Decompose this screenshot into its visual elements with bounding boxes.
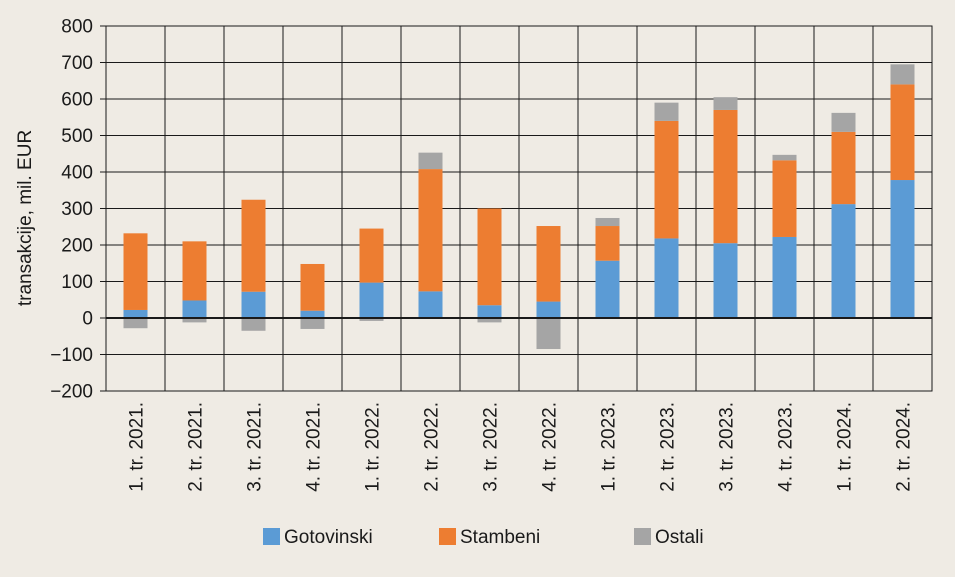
bar-ostali bbox=[359, 318, 384, 321]
x-tick-label: 3. tr. 2022. bbox=[481, 402, 502, 492]
bar-stambeni bbox=[713, 109, 738, 244]
bar-stambeni bbox=[477, 208, 502, 306]
bar-ostali bbox=[772, 154, 797, 161]
bar-stambeni bbox=[536, 226, 561, 302]
x-tick-label: 2. tr. 2022. bbox=[422, 402, 443, 492]
bar-ostali bbox=[890, 64, 915, 85]
legend: Gotovinski Stambeni Ostali bbox=[263, 527, 704, 548]
y-tick-label: 400 bbox=[61, 163, 93, 184]
bar-gotovinski bbox=[300, 310, 325, 318]
bar-gotovinski bbox=[772, 236, 797, 318]
bar-gotovinski bbox=[536, 301, 561, 318]
legend-label: Ostali bbox=[655, 527, 704, 548]
bar-ostali bbox=[654, 102, 679, 121]
bar-ostali bbox=[595, 217, 620, 227]
y-axis-label: transakcije, mil. EUR bbox=[15, 130, 36, 306]
y-tick-label: 800 bbox=[61, 17, 93, 38]
bar-gotovinski bbox=[595, 260, 620, 318]
bar-stambeni bbox=[890, 84, 915, 181]
bar-stambeni bbox=[654, 120, 679, 239]
bar-stambeni bbox=[182, 241, 207, 301]
y-tick-label: 600 bbox=[61, 90, 93, 111]
bar-gotovinski bbox=[418, 291, 443, 318]
bar-ostali bbox=[418, 152, 443, 170]
bar-gotovinski bbox=[359, 282, 384, 318]
bar-stambeni bbox=[831, 131, 856, 205]
bar-ostali bbox=[831, 112, 856, 132]
y-tick-label: 0 bbox=[82, 309, 93, 330]
x-tick-label: 1. tr. 2023. bbox=[599, 402, 620, 492]
bar-ostali bbox=[300, 318, 325, 329]
bar-gotovinski bbox=[831, 204, 856, 318]
x-tick-label: 4. tr. 2022. bbox=[540, 402, 561, 492]
bar-gotovinski bbox=[654, 238, 679, 318]
y-tick-label: −200 bbox=[50, 382, 93, 403]
bar-gotovinski bbox=[123, 309, 148, 318]
y-tick-label: 100 bbox=[61, 272, 93, 293]
bar-ostali bbox=[241, 318, 266, 331]
x-tick-label: 1. tr. 2022. bbox=[363, 402, 384, 492]
x-axis-ticks: 1. tr. 2021. 2. tr. 2021. 3. tr. 2021. 4. t… bbox=[127, 402, 915, 492]
legend-swatch bbox=[263, 528, 280, 545]
x-tick-label: 4. tr. 2023. bbox=[776, 402, 797, 492]
legend-swatch bbox=[634, 528, 651, 545]
bar-gotovinski bbox=[890, 180, 915, 318]
y-tick-label: −100 bbox=[50, 345, 93, 366]
x-tick-label: 3. tr. 2023. bbox=[717, 402, 738, 492]
bar-ostali bbox=[477, 318, 502, 323]
bar-ostali bbox=[536, 318, 561, 350]
bar-ostali bbox=[182, 318, 207, 323]
legend-swatch bbox=[439, 528, 456, 545]
bars-group bbox=[123, 64, 915, 350]
bar-gotovinski bbox=[241, 291, 266, 318]
x-tick-label: 3. tr. 2021. bbox=[245, 402, 266, 492]
bar-ostali bbox=[123, 318, 148, 329]
bar-gotovinski bbox=[477, 305, 502, 318]
x-tick-label: 2. tr. 2024. bbox=[894, 402, 915, 492]
x-tick-label: 2. tr. 2021. bbox=[186, 402, 207, 492]
bar-stambeni bbox=[772, 160, 797, 237]
legend-label: Stambeni bbox=[460, 527, 540, 548]
bar-gotovinski bbox=[182, 300, 207, 318]
y-tick-label: 700 bbox=[61, 53, 93, 74]
x-tick-label: 1. tr. 2021. bbox=[127, 402, 148, 492]
bar-stambeni bbox=[359, 228, 384, 283]
x-tick-label: 2. tr. 2023. bbox=[658, 402, 679, 492]
legend-label: Gotovinski bbox=[284, 527, 373, 548]
bar-stambeni bbox=[241, 199, 266, 292]
x-tick-label: 1. tr. 2024. bbox=[835, 402, 856, 492]
y-tick-label: 200 bbox=[61, 236, 93, 257]
bar-stambeni bbox=[418, 169, 443, 292]
y-tick-label: 300 bbox=[61, 199, 93, 220]
bar-gotovinski bbox=[713, 243, 738, 318]
bar-stambeni bbox=[595, 226, 620, 261]
bar-stambeni bbox=[300, 263, 325, 311]
bar-stambeni bbox=[123, 233, 148, 310]
y-tick-label: 500 bbox=[61, 126, 93, 147]
x-tick-label: 4. tr. 2021. bbox=[304, 402, 325, 492]
bar-ostali bbox=[713, 97, 738, 110]
